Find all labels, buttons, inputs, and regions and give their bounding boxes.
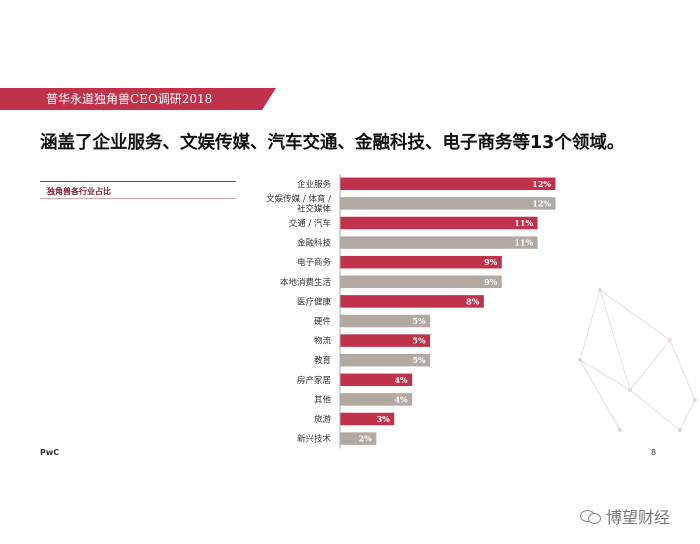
bar (340, 373, 413, 387)
category-label: 交通 / 汽车 (289, 218, 331, 229)
section-label: 独角兽各行业占比 (47, 187, 111, 196)
watermark-text: 博望财经 (605, 508, 670, 527)
bar-value-label: 5% (412, 355, 426, 365)
bar-value-label: 3% (377, 414, 391, 424)
bar-value-label: 9% (484, 277, 498, 287)
bar (340, 314, 431, 328)
header-ribbon: 普华永道独角兽CEO调研2018 (0, 88, 276, 110)
category-label: 本地消费生活 (280, 277, 332, 288)
bar (340, 334, 431, 347)
bar-value-label: 4% (394, 394, 408, 404)
section-top-rule (40, 181, 236, 182)
bar-value-label: 11% (514, 238, 533, 248)
footer-brand: PwC (40, 448, 60, 457)
wechat-icon (579, 508, 602, 524)
category-label: 文娱传媒 / 体育 /社交媒体 (266, 193, 331, 214)
bar (340, 255, 502, 269)
bar-value-label: 12% (532, 198, 551, 208)
bar-value-label: 4% (394, 375, 408, 385)
category-label: 企业服务 (297, 179, 332, 190)
category-label: 医疗健康 (297, 296, 332, 307)
page-number: 8 (651, 448, 657, 457)
section-bottom-rule (40, 198, 236, 199)
bar (340, 432, 377, 445)
bar-value-label: 5% (412, 336, 426, 346)
category-label: 硬件 (314, 316, 332, 327)
category-label: 旅游 (314, 414, 332, 425)
bar (340, 236, 538, 249)
category-label: 教育 (314, 355, 331, 366)
bar-value-label: 5% (412, 316, 426, 326)
bar (340, 216, 538, 230)
ribbon-title: 普华永道独角兽CEO调研2018 (46, 92, 213, 106)
watermark: 博望财经 (579, 504, 670, 528)
bar-value-label: 9% (484, 257, 498, 267)
category-label: 物流 (314, 336, 332, 347)
bar-value-label: 2% (359, 434, 373, 444)
bar-value-label: 8% (466, 296, 480, 306)
bar (340, 412, 395, 426)
bar-value-label: 11% (514, 218, 533, 228)
decorative-network-graphic (578, 288, 697, 432)
bar (340, 393, 413, 406)
category-label: 新兴技术 (297, 434, 332, 445)
bar (340, 177, 556, 191)
category-label: 金融科技 (297, 238, 332, 249)
bar (340, 275, 502, 289)
bar-value-label: 12% (532, 179, 551, 189)
bar (340, 353, 431, 367)
bar (340, 197, 556, 210)
bar (340, 295, 484, 308)
category-label: 房产家居 (297, 375, 331, 386)
category-label: 电子商务 (297, 257, 332, 268)
category-label: 其他 (314, 394, 332, 405)
page-headline: 涵盖了企业服务、文娱传媒、汽车交通、金融科技、电子商务等13个领域。 (40, 133, 625, 153)
